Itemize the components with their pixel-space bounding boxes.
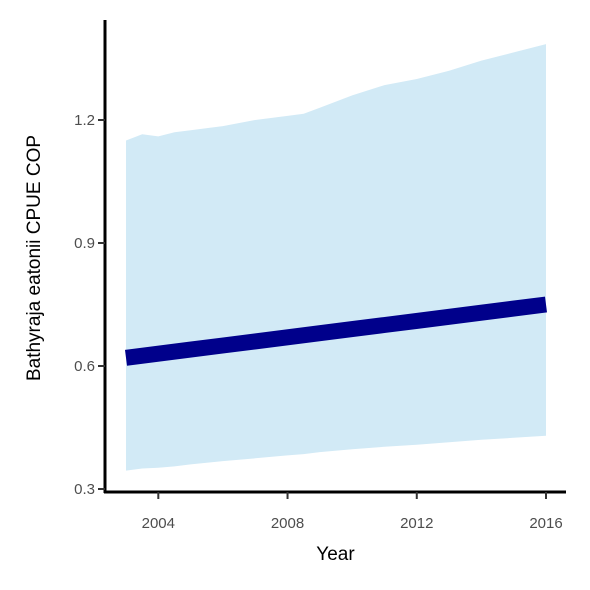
- x-tick-label: 2012: [400, 515, 433, 532]
- x-tick-label: 2004: [142, 515, 175, 532]
- trend-line: [124, 296, 548, 366]
- y-tick-label: 0.9: [74, 235, 95, 252]
- plot-area: [124, 44, 548, 471]
- x-tick-label: 2008: [271, 515, 304, 532]
- x-axis-title: Year: [316, 544, 355, 565]
- y-axis-ticks: 0.3 0.6 0.9 1.2: [74, 112, 105, 498]
- x-tick-label: 2016: [529, 515, 562, 532]
- y-tick-label: 0.6: [74, 358, 95, 375]
- x-axis-ticks: 2004 2008 2012 2016: [142, 492, 563, 532]
- y-tick-label: 1.2: [74, 112, 95, 129]
- y-tick-label: 0.3: [74, 481, 95, 498]
- y-axis-title: Bathyraja eatonii CPUE COP: [24, 135, 45, 381]
- confidence-ribbon: [126, 44, 546, 471]
